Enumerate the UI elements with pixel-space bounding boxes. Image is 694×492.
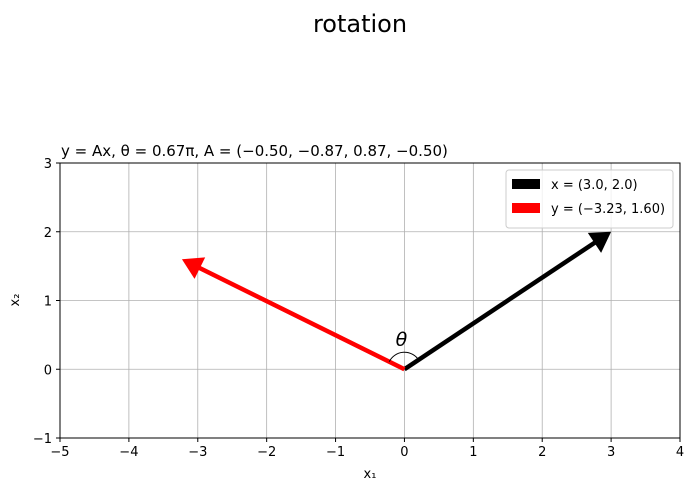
legend-entry-x: x = (3.0, 2.0) bbox=[512, 178, 638, 193]
x-tick-label: 4 bbox=[676, 445, 684, 460]
x-tick-label: 0 bbox=[400, 445, 408, 460]
x-tick-label: 2 bbox=[538, 445, 546, 460]
y-tick-label: −1 bbox=[33, 432, 52, 447]
legend-label-y: y = (−3.23, 1.60) bbox=[551, 202, 665, 217]
legend-swatch-x bbox=[512, 179, 540, 189]
y-tick-label: 1 bbox=[44, 295, 52, 310]
y-axis-label: x₂ bbox=[8, 294, 23, 307]
x-axis-label: x₁ bbox=[364, 467, 377, 482]
vector-x-shaft bbox=[403, 239, 598, 372]
vector-y-head bbox=[181, 257, 206, 279]
x-tick-label: −4 bbox=[119, 445, 138, 460]
x-tick-label: −5 bbox=[50, 445, 69, 460]
theta-label: θ bbox=[396, 328, 408, 350]
y-tick-label: 2 bbox=[44, 226, 52, 241]
figure-title: rotation bbox=[313, 10, 407, 38]
y-axis: −1 0 1 2 3 bbox=[33, 157, 60, 447]
vectors bbox=[181, 231, 612, 372]
legend-swatch-y bbox=[512, 203, 540, 213]
x-axis: −5 −4 −3 −2 −1 0 1 2 3 4 bbox=[50, 438, 684, 460]
legend-entry-y: y = (−3.23, 1.60) bbox=[512, 202, 665, 217]
y-tick-label: 3 bbox=[44, 157, 52, 172]
x-tick-label: 1 bbox=[469, 445, 477, 460]
angle-annotation: θ bbox=[388, 328, 420, 362]
angle-arc bbox=[388, 351, 420, 362]
legend-frame bbox=[505, 169, 674, 229]
x-tick-label: −3 bbox=[188, 445, 207, 460]
vector-y-shaft bbox=[197, 265, 406, 372]
x-tick-label: 3 bbox=[607, 445, 615, 460]
axes-title: y = Ax, θ = 0.67π, A = (−0.50, −0.87, 0.… bbox=[61, 142, 448, 160]
legend-label-x: x = (3.0, 2.0) bbox=[551, 178, 638, 193]
x-tick-label: −2 bbox=[257, 445, 276, 460]
x-tick-label: −1 bbox=[326, 445, 345, 460]
legend: x = (3.0, 2.0) y = (−3.23, 1.60) bbox=[505, 169, 674, 229]
vector-x-head bbox=[587, 231, 612, 253]
y-tick-label: 0 bbox=[44, 363, 52, 378]
